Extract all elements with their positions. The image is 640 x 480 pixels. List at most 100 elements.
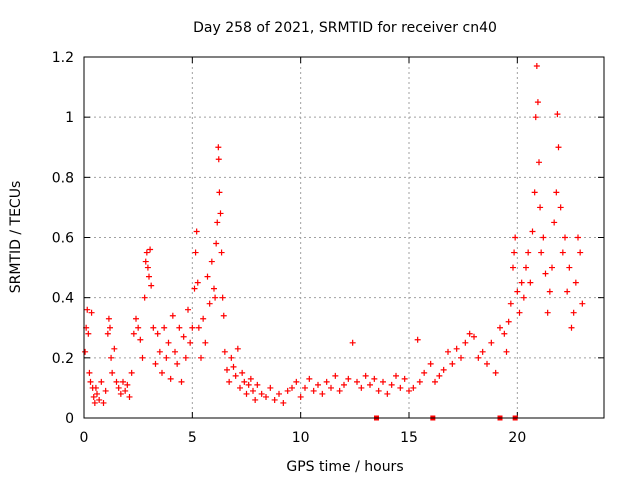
x-tick-label: 15 — [400, 430, 418, 446]
data-point — [553, 189, 560, 196]
data-point — [146, 273, 152, 280]
data-point — [488, 339, 495, 346]
data-point — [577, 249, 584, 256]
data-point — [98, 378, 105, 385]
data-point — [575, 234, 581, 241]
data-point — [549, 264, 555, 271]
data-point — [220, 312, 227, 319]
data-point — [562, 234, 568, 241]
data-point — [507, 300, 514, 307]
y-tick-label: 0.4 — [52, 291, 74, 307]
data-point — [512, 234, 519, 241]
data-point — [462, 339, 469, 346]
data-point — [156, 348, 163, 355]
data-point — [570, 309, 577, 316]
data-point — [234, 345, 241, 352]
data-point — [96, 396, 103, 403]
data-point — [100, 399, 107, 406]
data-point — [306, 375, 313, 382]
data-point — [315, 381, 321, 388]
data-point — [367, 381, 373, 388]
data-point — [284, 387, 291, 394]
x-axis-label: GPS time / hours — [286, 459, 403, 475]
data-point — [216, 189, 223, 196]
plot-frame — [83, 56, 605, 419]
data-point — [142, 258, 149, 265]
data-point — [232, 372, 239, 379]
data-point — [427, 360, 434, 367]
data-point — [191, 285, 198, 292]
data-point — [92, 384, 99, 391]
data-point — [297, 393, 304, 400]
data-point — [445, 348, 451, 355]
data-points — [82, 63, 586, 421]
data-point — [143, 249, 150, 256]
data-point — [323, 378, 330, 385]
data-point — [204, 273, 211, 280]
data-point — [559, 249, 566, 256]
data-point — [91, 399, 98, 406]
data-point — [174, 360, 181, 367]
data-point — [115, 384, 122, 391]
data-point — [533, 63, 540, 70]
data-point — [536, 159, 542, 166]
data-point — [215, 144, 222, 151]
y-tick-label: 0.8 — [52, 170, 74, 186]
data-point — [226, 378, 233, 385]
data-point — [150, 324, 157, 331]
data-point — [161, 324, 168, 331]
data-point — [152, 360, 159, 367]
data-point — [371, 375, 378, 382]
data-point — [215, 156, 222, 163]
data-point — [527, 279, 534, 286]
data-point — [520, 294, 527, 301]
data-point — [529, 228, 536, 235]
data-point — [212, 294, 219, 301]
data-point — [410, 384, 417, 391]
data-point — [128, 369, 135, 376]
data-point — [449, 360, 456, 367]
data-point — [193, 228, 200, 235]
data-point — [206, 300, 213, 307]
data-point — [538, 249, 545, 256]
data-point — [302, 384, 308, 391]
data-point — [380, 378, 386, 385]
y-tick-label: 1.2 — [52, 50, 74, 66]
data-point — [180, 333, 187, 340]
data-point — [167, 375, 174, 382]
data-point — [213, 240, 220, 247]
data-point — [135, 324, 142, 331]
grid — [84, 57, 604, 418]
data-point — [192, 249, 199, 256]
data-point — [241, 378, 248, 385]
data-point — [406, 387, 412, 394]
data-point — [516, 309, 523, 316]
data-point — [88, 309, 95, 316]
data-point — [345, 375, 352, 382]
data-point — [566, 264, 573, 271]
data-point — [421, 369, 428, 376]
chart-title: Day 258 of 2021, SRMTID for receiver cn4… — [193, 20, 497, 36]
data-point — [126, 393, 133, 400]
data-point — [137, 336, 144, 343]
data-point — [358, 384, 365, 391]
data-point — [147, 246, 154, 253]
data-point — [258, 390, 265, 397]
data-point — [362, 372, 369, 379]
data-point — [144, 264, 151, 271]
data-point — [200, 315, 207, 322]
data-point — [189, 324, 196, 331]
data-point — [108, 354, 115, 361]
data-point — [319, 390, 326, 397]
data-point — [254, 381, 261, 388]
data-point — [453, 345, 460, 352]
y-tick-label: 0.2 — [52, 351, 74, 367]
data-point — [172, 348, 178, 355]
data-point — [388, 381, 395, 388]
data-point — [393, 372, 399, 379]
data-point — [332, 372, 339, 379]
data-point — [214, 219, 221, 226]
data-point — [159, 369, 165, 376]
y-axis-label: SRMTID / TECUs — [8, 181, 24, 294]
data-point — [154, 330, 161, 337]
